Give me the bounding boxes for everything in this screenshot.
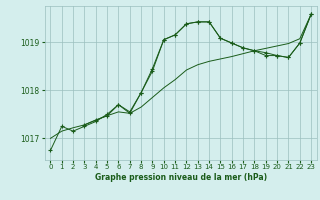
X-axis label: Graphe pression niveau de la mer (hPa): Graphe pression niveau de la mer (hPa) xyxy=(95,173,267,182)
